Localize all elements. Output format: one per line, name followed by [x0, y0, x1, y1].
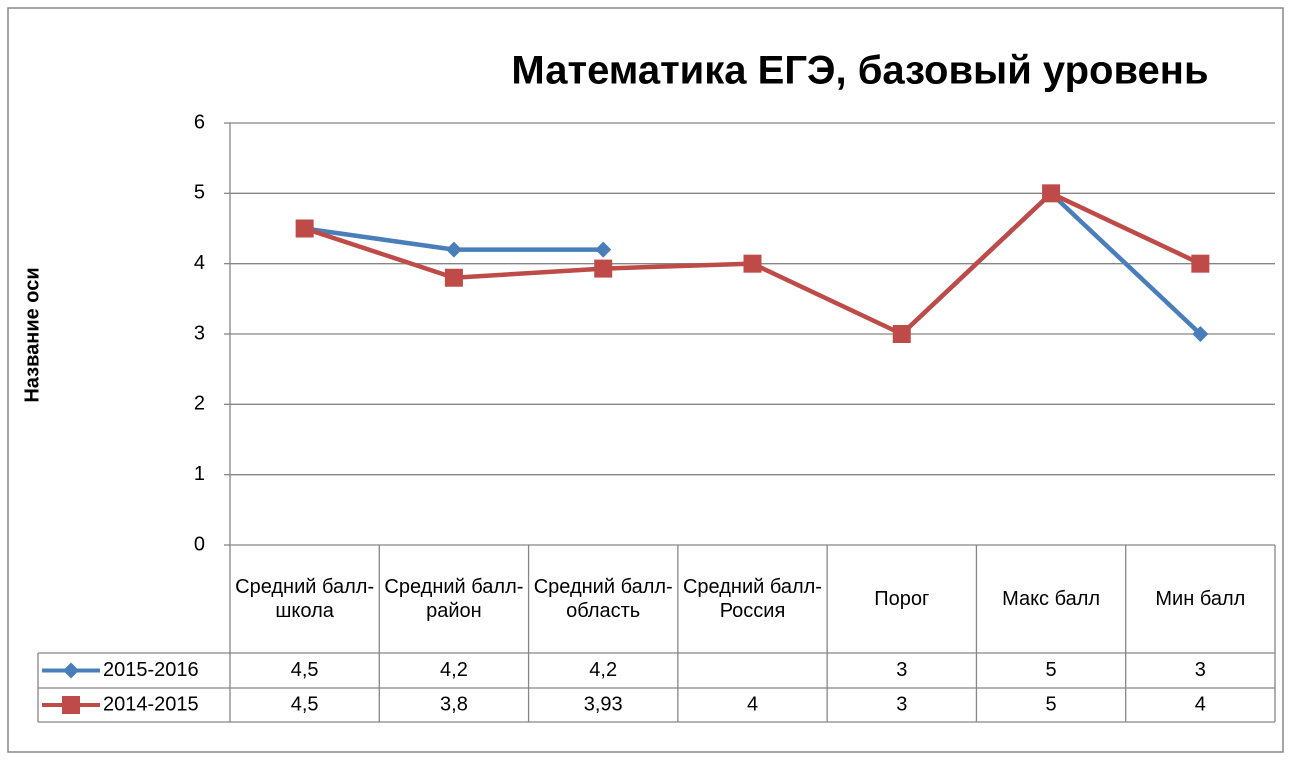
- legend-label: 2014-2015: [103, 693, 199, 715]
- x-tick-label-box: Средний балл-школа: [235, 576, 375, 622]
- data-label: 4,5: [291, 659, 319, 681]
- x-tick-label-box: Порог: [874, 588, 930, 610]
- data-label: 3: [896, 693, 907, 715]
- data-label: 4,5: [291, 693, 319, 715]
- data-label: 5: [1046, 659, 1057, 681]
- x-tick-label-box: Средний балл-район: [384, 576, 524, 622]
- y-tick-label: 0: [194, 533, 205, 555]
- marker: [594, 259, 613, 278]
- marker: [1191, 254, 1210, 273]
- marker: [743, 254, 762, 273]
- x-tick-label-box: Мин балл: [1155, 588, 1246, 610]
- marker: [892, 325, 911, 343]
- y-tick-label: 6: [194, 111, 205, 133]
- legend-label: 2015-2016: [103, 659, 199, 681]
- marker: [295, 219, 314, 238]
- x-tick-label-box: Макс балл: [1002, 588, 1101, 610]
- marker: [595, 241, 612, 258]
- data-label: 3,8: [440, 693, 468, 715]
- marker: [1192, 326, 1209, 342]
- data-label: 4,2: [589, 659, 617, 681]
- marker: [445, 241, 462, 258]
- y-axis-title: Название оси: [21, 267, 43, 402]
- y-tick-label: 4: [194, 252, 205, 274]
- y-tick-label: 3: [194, 322, 205, 344]
- marker: [62, 696, 80, 714]
- x-tick-label-box: Средний балл-Россия: [682, 576, 822, 622]
- y-tick-label: 1: [194, 463, 205, 485]
- x-tick-label: Мин балл: [1155, 588, 1246, 610]
- chart-title: Математика ЕГЭ, базовый уровень: [511, 49, 1208, 93]
- x-tick-label: Порог: [874, 588, 930, 610]
- x-tick-label: Средний балл-район: [384, 576, 524, 622]
- x-tick-label: Средний балл-школа: [235, 576, 375, 622]
- data-label: 4: [747, 693, 758, 715]
- marker: [63, 662, 79, 679]
- y-tick-label: 5: [194, 182, 205, 204]
- data-label: 5: [1046, 693, 1057, 715]
- data-label: 3: [1195, 659, 1206, 681]
- chart-border: [7, 7, 1284, 753]
- data-label: 4: [1195, 693, 1206, 715]
- x-tick-label: Макс балл: [1002, 588, 1101, 610]
- x-tick-label-box: Средний балл-область: [533, 576, 673, 622]
- data-label: 3: [896, 659, 907, 681]
- data-label: 3,93: [584, 693, 623, 715]
- x-tick-label: Средний балл-Россия: [682, 576, 822, 622]
- y-tick-label: 2: [194, 393, 205, 415]
- x-tick-label: Средний балл-область: [533, 576, 673, 622]
- marker: [1042, 184, 1061, 203]
- data-label: 4,2: [440, 659, 468, 681]
- marker: [444, 268, 463, 287]
